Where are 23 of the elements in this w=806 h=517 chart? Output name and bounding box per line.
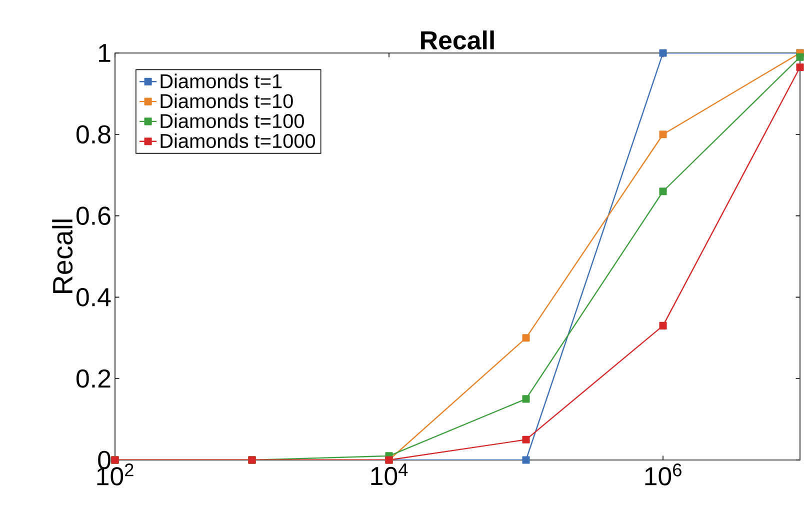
point [659, 130, 667, 138]
legend-label: Diamonds t=1000 [160, 133, 316, 148]
chart-title: Recall [421, 30, 494, 50]
x-tick-label: 10$^{4}$ [371, 464, 408, 486]
legend-label: Diamonds t=100 [160, 113, 304, 128]
y-tick-label: 0.6 [76, 206, 110, 225]
point [796, 63, 804, 72]
point [522, 395, 530, 403]
point [659, 49, 667, 57]
y-tick-label: 1 [99, 44, 110, 62]
point [522, 456, 530, 464]
y-axis-title: Recall [52, 220, 73, 293]
legend-label: Diamonds t=10 [160, 94, 293, 108]
point [796, 53, 804, 61]
y-tick-label: 0.4 [76, 288, 111, 306]
y-tick-label: 0.8 [76, 125, 110, 144]
y-tick-label: 0.2 [76, 369, 110, 388]
point [522, 436, 530, 444]
point [659, 322, 667, 330]
x-tick-label: 10$^{6}$ [645, 464, 682, 486]
point [659, 188, 667, 196]
legend-label: Diamonds t=1 [160, 74, 282, 88]
point [522, 334, 530, 342]
